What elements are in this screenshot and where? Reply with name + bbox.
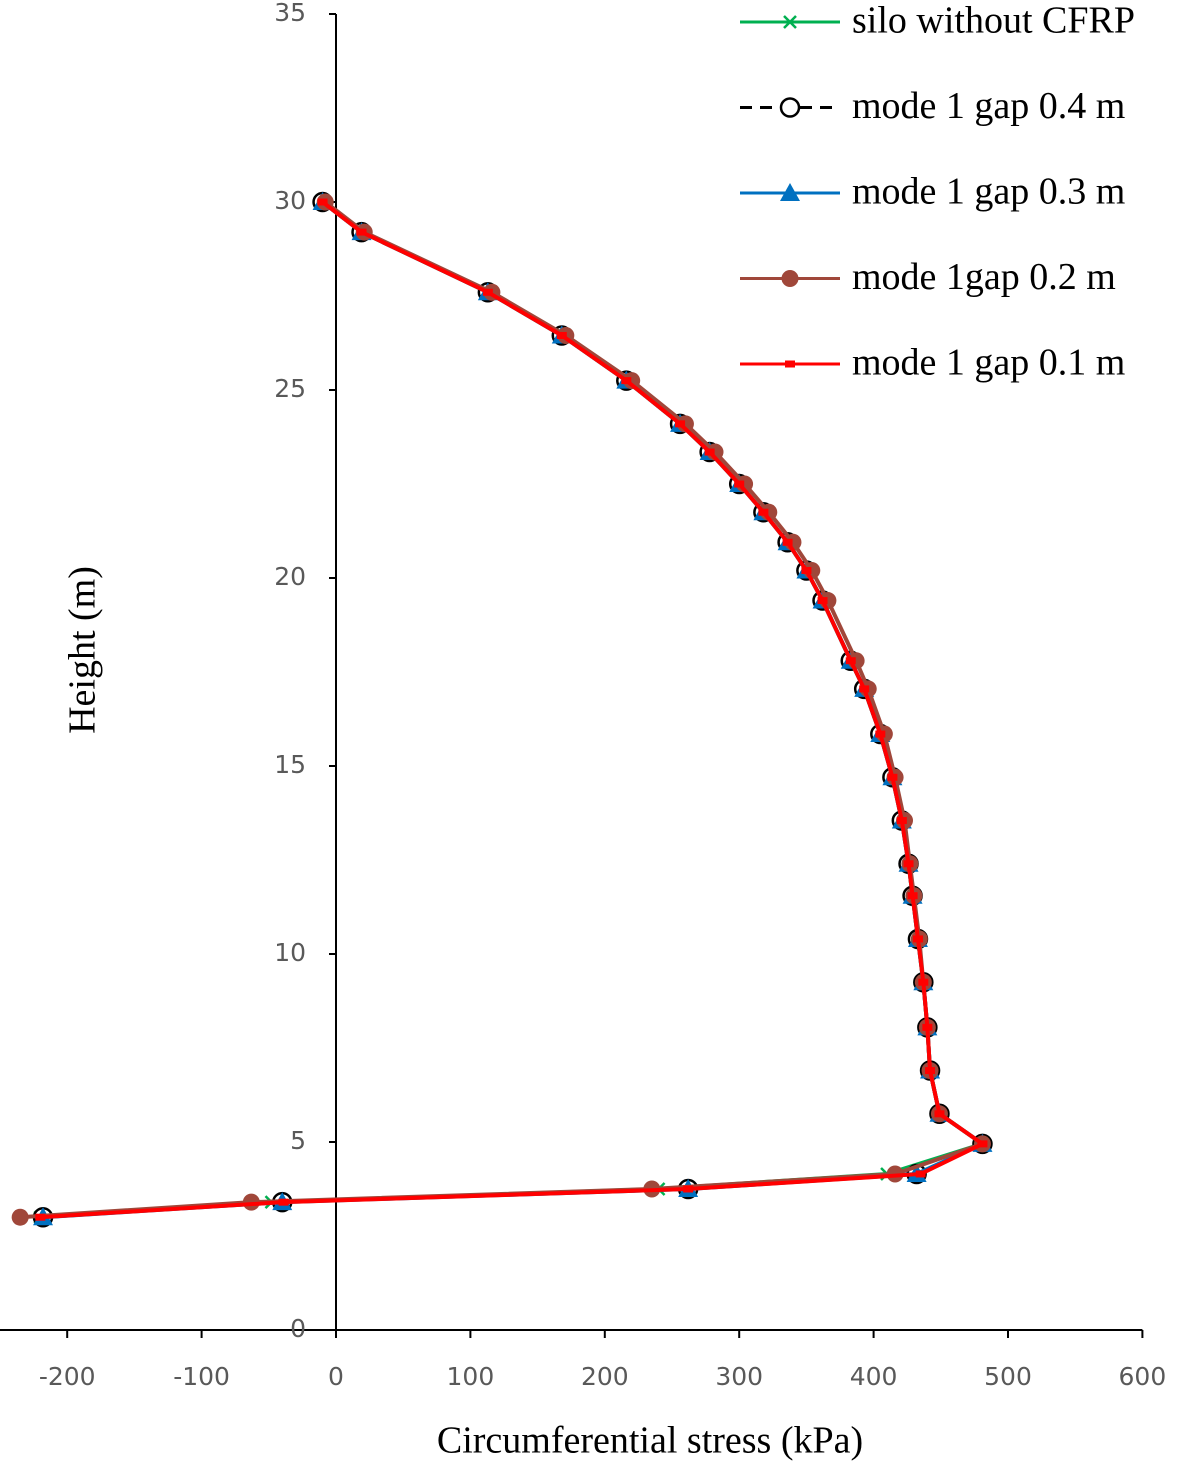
marker	[781, 270, 799, 287]
marker	[675, 420, 686, 428]
marker	[915, 1170, 926, 1178]
marker	[934, 1110, 945, 1118]
series-line	[42, 201, 985, 1219]
marker	[556, 331, 567, 339]
marker	[845, 657, 856, 665]
x-tick-label: 500	[984, 1362, 1032, 1391]
marker	[896, 817, 907, 825]
x-tick-label: 0	[328, 1362, 344, 1391]
marker	[706, 443, 724, 461]
marker	[317, 198, 328, 206]
y-axis-title: Height (m)	[62, 566, 104, 734]
marker	[918, 978, 929, 986]
y-tick-label: 35	[274, 0, 306, 27]
x-tick-label: 600	[1119, 1362, 1167, 1391]
x-tick-label: 200	[581, 1362, 629, 1391]
marker	[621, 377, 632, 385]
marker	[779, 97, 801, 118]
legend-label: mode 1 gap 0.3 m	[852, 171, 1125, 213]
x-tick-label: -100	[173, 1362, 230, 1391]
y-tick-label: 0	[290, 1314, 306, 1343]
legend-label: mode 1 gap 0.1 m	[852, 342, 1125, 384]
marker	[785, 360, 795, 368]
marker	[704, 448, 715, 456]
marker	[977, 1140, 988, 1148]
marker	[623, 372, 641, 390]
legend-label: silo without CFRP	[852, 0, 1135, 42]
y-tick-label: 25	[274, 374, 306, 403]
y-tick-label: 10	[274, 938, 306, 967]
x-tick-label: 400	[850, 1362, 898, 1391]
marker	[780, 183, 800, 201]
marker	[278, 1198, 289, 1206]
marker	[912, 935, 923, 943]
marker	[922, 1023, 933, 1031]
series-line	[40, 200, 987, 1220]
marker	[859, 685, 870, 693]
x-tick-label: 300	[715, 1362, 763, 1391]
y-tick-label: 5	[290, 1126, 306, 1155]
y-tick-label: 20	[274, 562, 306, 591]
marker	[817, 597, 828, 605]
marker	[758, 508, 769, 516]
y-tick-label: 15	[274, 750, 306, 779]
marker	[925, 1067, 936, 1075]
marker	[887, 773, 898, 781]
series-line	[42, 200, 987, 1220]
marker	[482, 288, 493, 296]
x-tick-label: -200	[39, 1362, 96, 1391]
marker	[903, 860, 914, 868]
x-axis-title: Circumferential stress (kPa)	[437, 1420, 863, 1462]
x-tick-label: 100	[447, 1362, 495, 1391]
marker	[676, 415, 694, 433]
series-line	[20, 200, 987, 1220]
legend-label: mode 1 gap 0.4 m	[852, 85, 1125, 127]
marker	[907, 892, 918, 900]
legend-label: mode 1gap 0.2 m	[852, 256, 1116, 298]
marker	[683, 1185, 694, 1193]
marker	[11, 1208, 29, 1226]
marker	[782, 538, 793, 546]
marker	[734, 480, 745, 488]
marker	[356, 228, 367, 236]
marker	[875, 730, 886, 738]
y-tick-label: 30	[274, 186, 306, 215]
marker	[783, 15, 797, 29]
marker	[801, 566, 812, 574]
marker	[35, 1213, 46, 1221]
series-line	[40, 200, 987, 1220]
